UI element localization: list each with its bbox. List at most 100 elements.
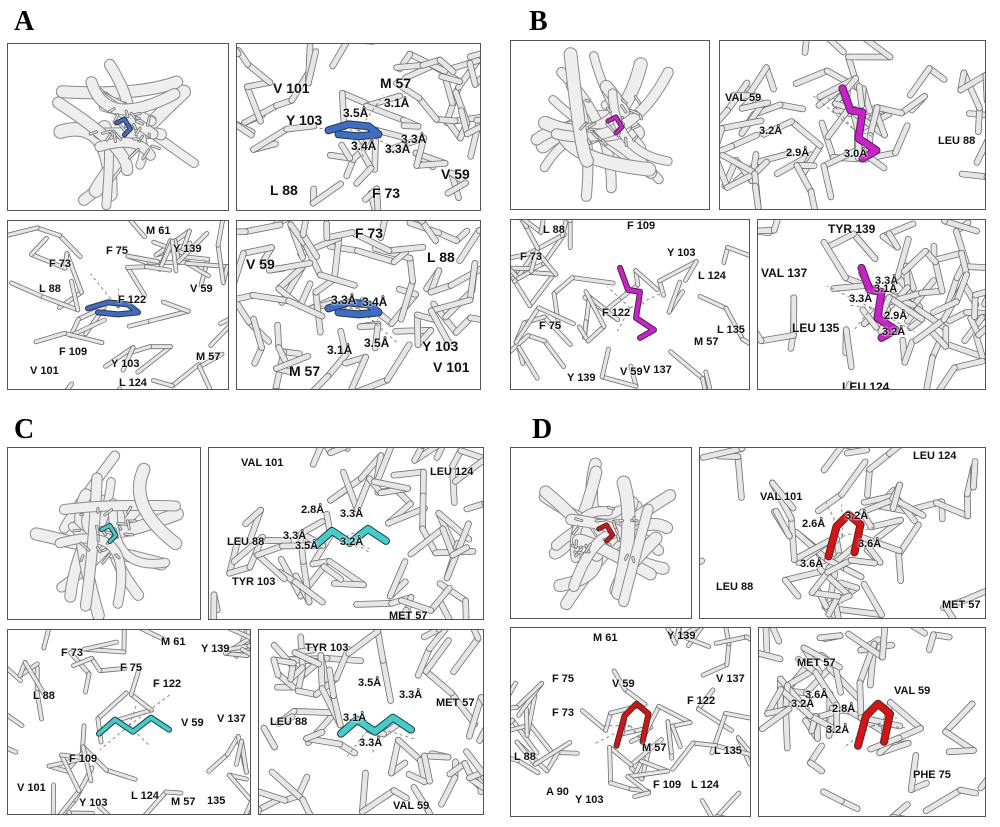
- residue-label: F 75: [552, 673, 575, 685]
- panel-c-zoom-bottom: TYR 103 3.5Å 3.3Å MET 57 LEU 88 3.1Å 3.3…: [258, 629, 484, 815]
- distance-label: 3.1Å: [343, 712, 367, 724]
- residue-label: VAL 101: [760, 491, 803, 503]
- residue-label: Y 139: [567, 372, 596, 384]
- residue-label: LEU 88: [938, 135, 976, 147]
- residue-label: V 101: [433, 359, 470, 375]
- distance-label: 3.3Å: [283, 530, 307, 542]
- residue-label: LEU 88: [227, 536, 265, 548]
- residue-label: L 88: [543, 224, 565, 236]
- residue-label: F 73: [552, 707, 575, 719]
- panel-d-pocket: M 61 Y 139 F 75 V 59 V 137 F 122 F 73 M …: [510, 627, 751, 817]
- binding-site-view: [8, 221, 228, 389]
- residue-label: L 124: [119, 377, 147, 389]
- residue-label: L 135: [717, 324, 745, 336]
- residue-label: V 101: [273, 80, 310, 96]
- protein-ribbon-view: [530, 47, 674, 202]
- distance-label: 3.3Å: [401, 132, 427, 146]
- distance-label: 2.9Å: [786, 147, 810, 159]
- panel-b-zoom-top: VAL 59 3.2Å 2.9Å 3.0Å LEU 88: [719, 40, 986, 210]
- residue-label: LEU 135: [792, 321, 840, 335]
- residue-label: Y 103: [286, 112, 323, 128]
- residue-label: M 57: [171, 796, 196, 808]
- distance-label: 2.8Å: [832, 703, 856, 715]
- panel-a-overview: [7, 43, 229, 211]
- binding-site-view: [511, 220, 749, 389]
- residue-label: M 61: [161, 636, 186, 648]
- residue-label: L 124: [698, 270, 726, 282]
- residue-label: MET 57: [389, 610, 428, 620]
- residue-label: L 124: [691, 779, 719, 791]
- residue-label: Y 103: [422, 338, 459, 354]
- residue-label: F 75: [539, 320, 562, 332]
- binding-site-view: [259, 630, 483, 814]
- section-letter-a: A: [14, 6, 35, 37]
- residue-label: M 61: [146, 225, 171, 237]
- distance-label: 3.2Å: [791, 698, 815, 710]
- distance-label: 3.3Å: [399, 689, 423, 701]
- residue-label: Y 139: [667, 630, 696, 642]
- residue-label: M 61: [593, 632, 618, 644]
- distance-label: 3.1Å: [874, 283, 898, 295]
- residue-label: Y 103: [79, 797, 108, 809]
- panel-b-overview: [510, 40, 710, 210]
- distance-label: 3.4Å: [351, 139, 377, 153]
- panel-c-pocket: M 61 F 73 F 75 Y 139 F 122 L 88 V 59 V 1…: [7, 629, 251, 815]
- binding-site-view: [511, 628, 750, 816]
- residue-label: V 101: [30, 365, 59, 377]
- distance-label: 3.2Å: [826, 724, 850, 736]
- residue-label: Y 139: [201, 643, 230, 655]
- residue-label: TYR 139: [828, 222, 876, 236]
- distance-label: 3.5Å: [343, 106, 369, 120]
- distance-label: 3.3Å: [340, 508, 364, 520]
- residue-label: L 135: [714, 745, 742, 757]
- residue-label: F 73: [520, 251, 543, 263]
- distance-label: 3.1Å: [327, 343, 353, 357]
- distance-label: 2.6Å: [802, 518, 826, 530]
- residue-label: L 88: [39, 283, 61, 295]
- residue-label: VAL 59: [894, 685, 931, 697]
- residue-label: Y 103: [575, 794, 604, 806]
- distance-label: 3.2Å: [845, 510, 869, 522]
- residue-label: M 57: [380, 75, 412, 91]
- residue-label: M 57: [694, 336, 719, 348]
- binding-site-view: [720, 41, 985, 209]
- distance-label: 3.1Å: [384, 96, 410, 110]
- residue-label: Y 103: [667, 247, 696, 259]
- panel-c-overview: [7, 447, 201, 620]
- distance-label: 2.8Å: [301, 504, 325, 516]
- residue-label: V 59: [620, 366, 643, 378]
- binding-site-view: [700, 448, 985, 618]
- residue-label: L 88: [427, 249, 455, 265]
- panel-d-zoom-top: LEU 124 VAL 101 2.6Å 3.2Å 3.6Å 3.6Å LEU …: [699, 447, 986, 619]
- residue-label: A 90: [546, 786, 569, 798]
- residue-label: VAL 59: [725, 92, 762, 104]
- distance-label: 3.6Å: [805, 689, 829, 701]
- residue-label: F 109: [653, 779, 682, 791]
- distance-label: 3.4Å: [362, 295, 388, 309]
- residue-label: PHE 75: [913, 769, 951, 781]
- distance-label: 3.0Å: [844, 148, 868, 160]
- residue-label: F 122: [602, 307, 631, 319]
- residue-label: 135: [207, 795, 226, 807]
- residue-label: V 137: [643, 364, 672, 376]
- residue-label: F 109: [59, 346, 88, 358]
- residue-label: V 59: [190, 283, 213, 295]
- residue-label: L 88: [514, 751, 536, 763]
- residue-label: V 137: [217, 713, 246, 725]
- distance-label: 2.9Å: [884, 310, 908, 322]
- distance-label: 3.3Å: [849, 293, 873, 305]
- residue-label: LEU 124: [842, 380, 890, 390]
- panel-d-zoom-bottom: MET 57 3.6Å 3.2Å 2.8Å VAL 59 3.2Å PHE 75: [758, 627, 986, 817]
- binding-site-view: [759, 628, 985, 816]
- panel-a-pocket: M 61 F 73 F 75 Y 139 L 88 F 122 V 59 F 1…: [7, 220, 229, 390]
- residue-label: F 73: [61, 647, 84, 659]
- residue-label: F 109: [69, 753, 98, 765]
- residue-label: VAL 137: [761, 266, 808, 280]
- panel-a-zoom-bottom: F 73 V 59 L 88 3.3Å 3.4Å 3.1Å 3.5Å Y 103…: [236, 220, 481, 390]
- residue-label: V 59: [441, 166, 470, 182]
- residue-label: M 57: [289, 363, 321, 379]
- binding-site-view: [758, 220, 985, 389]
- distance-label: 3.2Å: [340, 536, 364, 548]
- residue-label: Y 103: [111, 358, 140, 370]
- protein-ribbon-view: [538, 457, 677, 611]
